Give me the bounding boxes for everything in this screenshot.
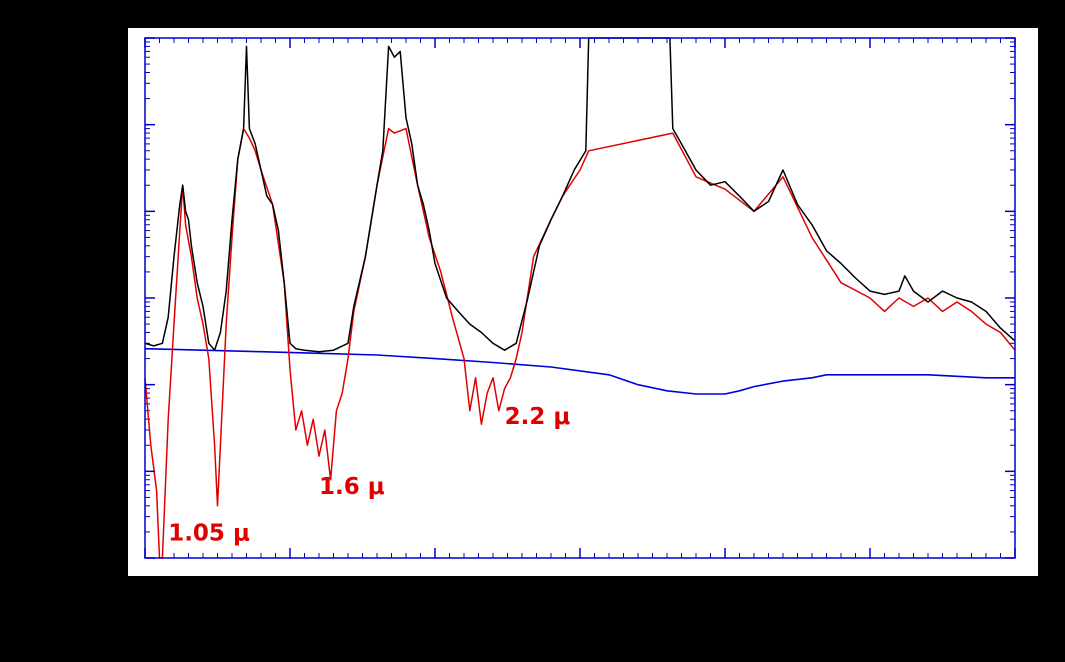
minor-ticks <box>144 38 1016 558</box>
y-tick-label: 10-2 <box>52 368 107 400</box>
series-layer <box>144 37 1016 559</box>
y-tick-label: 10-3 <box>52 454 107 486</box>
x-tick-label: 3.5 <box>849 583 892 611</box>
y-tick-label: 10-1 <box>52 281 107 313</box>
major-ticks <box>144 37 1016 559</box>
wavelength-annotation: 1.05 μ <box>168 520 250 546</box>
annotations: 1.05 μ 1.6 μ 2.2 μ <box>168 404 570 546</box>
y-tick-label: 101 <box>52 108 99 140</box>
y-tick-label: 10-4 <box>52 541 107 573</box>
wavelength-annotation: 1.6 μ <box>319 474 385 500</box>
x-tick-label: 2 <box>427 583 444 611</box>
x-tick-label: 3 <box>717 583 734 611</box>
x-tick-label: 4 <box>1007 583 1024 611</box>
x-tick-label: 1 <box>137 583 154 611</box>
x-tick-labels: 1 1.5 2 2.5 3 3.5 4 <box>137 583 1024 611</box>
y-tick-label: 10 <box>52 25 85 53</box>
wavelength-annotation: 2.2 μ <box>505 404 571 430</box>
x-tick-label: 2.5 <box>559 583 602 611</box>
series-line-red <box>144 127 1016 559</box>
y-tick-labels: 10 101 100 10-1 10-2 10-3 10-4 <box>52 25 107 573</box>
y-tick-label: 100 <box>52 194 99 226</box>
series-line-black <box>144 37 1016 353</box>
x-axis-label: Wavelength (μm) <box>463 624 697 652</box>
x-tick-label: 1.5 <box>269 583 312 611</box>
plot-area <box>128 28 1038 576</box>
